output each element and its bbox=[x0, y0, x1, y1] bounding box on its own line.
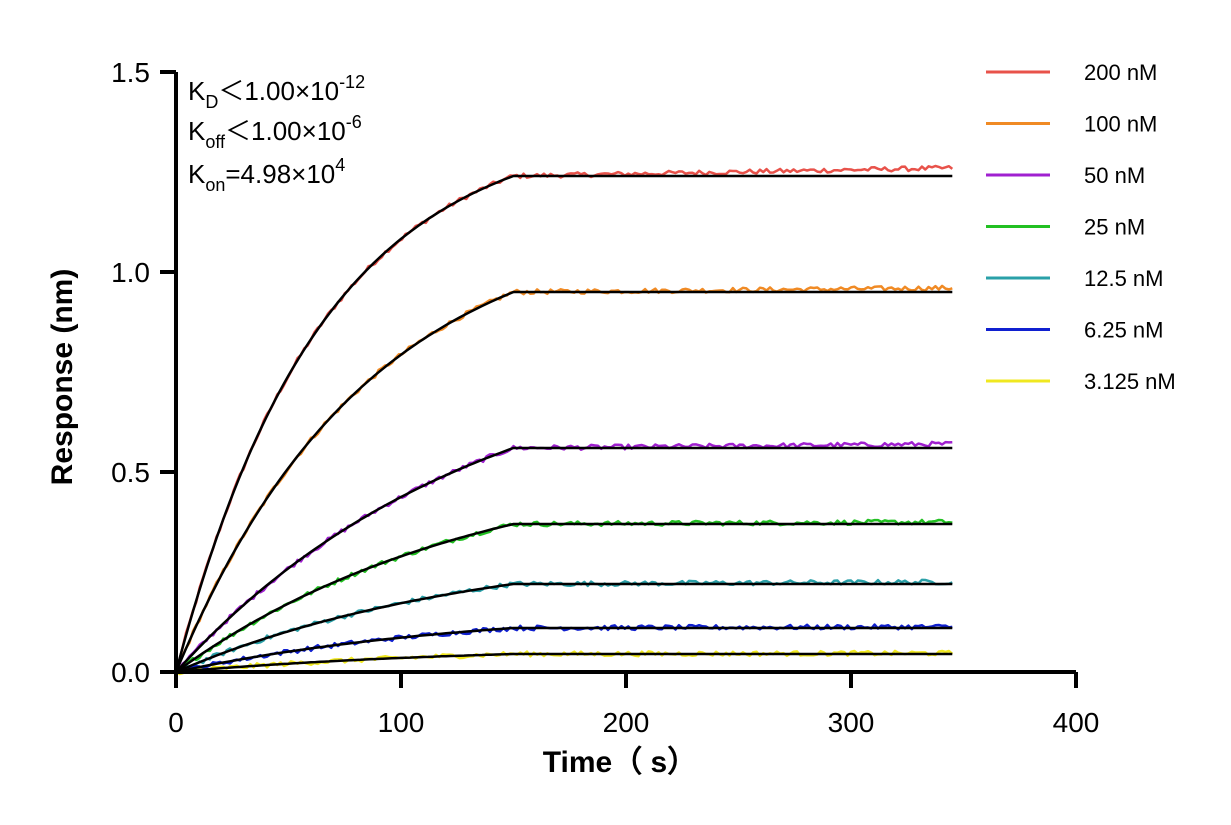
legend-label: 50 nM bbox=[1084, 163, 1145, 188]
fit-curve bbox=[175, 522, 953, 674]
ticks: 0 100 200 300 400 0.0 0.5 1.0 1.5 bbox=[111, 57, 1099, 738]
legend-label: 3.125 nM bbox=[1084, 369, 1176, 394]
x-tick-label: 100 bbox=[378, 707, 425, 738]
fit-curve bbox=[174, 174, 953, 673]
x-tick-label: 200 bbox=[603, 707, 650, 738]
fit-lines bbox=[174, 174, 953, 674]
series-trace bbox=[174, 164, 954, 672]
legend: 200 nM 100 nM 50 nM 25 nM 12.5 nM 6.25 nM 3.12… bbox=[986, 60, 1176, 394]
fit-curve bbox=[175, 626, 953, 674]
y-tick-label: 1.0 bbox=[111, 257, 150, 288]
series-trace bbox=[174, 284, 953, 672]
fit-curve bbox=[174, 290, 953, 673]
x-axis-title: Time（ s） bbox=[543, 745, 698, 779]
y-tick-label: 0.5 bbox=[111, 457, 150, 488]
annotation-kd: KD＜1.00×10-12 bbox=[188, 72, 365, 112]
annotation-koff: Koff＜1.00×10-6 bbox=[188, 112, 362, 152]
series-trace bbox=[175, 518, 953, 673]
legend-label: 12.5 nM bbox=[1084, 266, 1164, 291]
fit-curve bbox=[175, 652, 953, 674]
fit-curve bbox=[175, 446, 953, 673]
x-tick-label: 300 bbox=[828, 707, 875, 738]
plot-series bbox=[174, 164, 954, 676]
x-tick-label: 0 bbox=[168, 707, 184, 738]
legend-label: 100 nM bbox=[1084, 112, 1157, 137]
annotation-kon: Kon=4.98×104 bbox=[188, 155, 345, 195]
legend-label: 25 nM bbox=[1084, 215, 1145, 240]
series-trace bbox=[175, 623, 953, 675]
y-axis-title: Response (nm) bbox=[46, 269, 79, 486]
legend-label: 200 nM bbox=[1084, 60, 1157, 85]
y-tick-label: 1.5 bbox=[111, 57, 150, 88]
legend-label: 6.25 nM bbox=[1084, 318, 1164, 343]
x-tick-label: 400 bbox=[1053, 707, 1100, 738]
fit-curve bbox=[175, 582, 953, 674]
series-trace bbox=[174, 440, 953, 675]
y-tick-label: 0.0 bbox=[111, 657, 150, 688]
